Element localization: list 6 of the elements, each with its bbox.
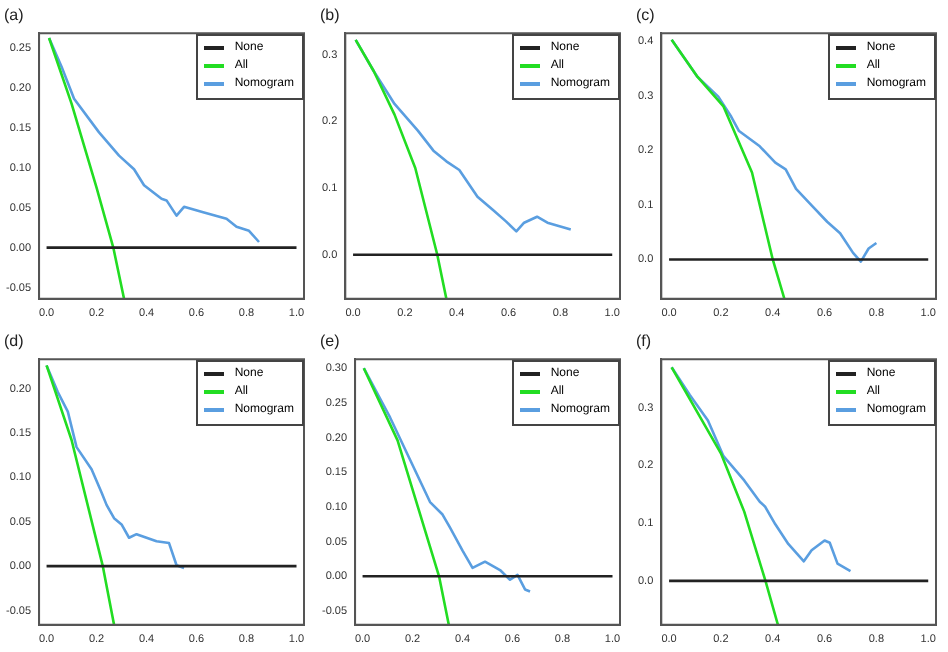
chart-title: (b) — [320, 6, 341, 25]
chart-title: (f) — [636, 332, 652, 351]
chart-title: (c) — [636, 6, 656, 25]
chart-title: (a) — [4, 6, 25, 25]
chart-title: (e) — [320, 332, 341, 351]
chart-title: (d) — [4, 332, 25, 351]
